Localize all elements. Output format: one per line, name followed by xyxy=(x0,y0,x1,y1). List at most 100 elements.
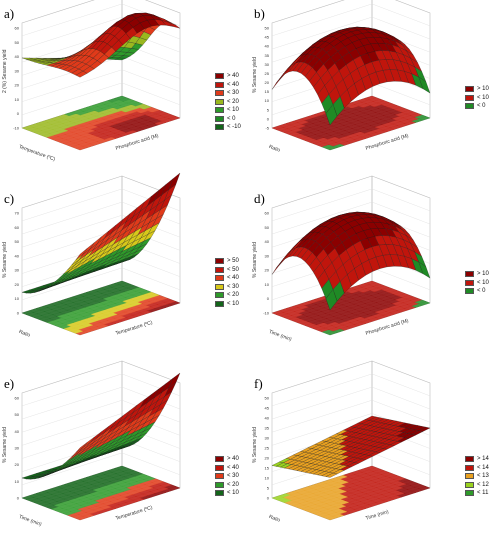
legend-label: < 10 xyxy=(227,300,239,309)
legend-swatch xyxy=(215,73,224,79)
legend-label: > 40 xyxy=(227,72,239,81)
z-tick-label: 25 xyxy=(265,71,270,76)
z-tick-label: 35 xyxy=(265,53,270,58)
legend-entry: > 40 xyxy=(215,72,241,81)
legend-swatch xyxy=(465,288,474,294)
legend-entry: < 50 xyxy=(215,266,239,275)
legend-label: > 10 xyxy=(477,270,489,279)
legend-label: > 10 xyxy=(477,85,489,94)
z-tick-label: 50 xyxy=(265,225,270,230)
z-tick-label: 10 xyxy=(15,479,20,484)
legend-swatch xyxy=(215,258,224,264)
legend-label: < 12 xyxy=(477,481,489,490)
z-tick-label: 50 xyxy=(15,40,20,45)
z-tick-label: 5 xyxy=(267,486,270,491)
z-tick-label: 60 xyxy=(15,396,20,401)
legend-swatch xyxy=(465,86,474,92)
legend-entry: > 10 xyxy=(465,270,489,279)
grid-line xyxy=(272,374,430,406)
z-tick-label: 40 xyxy=(265,239,270,244)
legend: > 50< 50< 40< 30< 20< 10 xyxy=(215,257,239,308)
legend-entry: < 20 xyxy=(215,291,239,300)
z-tick-label: 50 xyxy=(265,396,270,401)
legend-label: > 14 xyxy=(477,455,489,464)
z-tick-label: 50 xyxy=(15,239,20,244)
z-tick-label: 15 xyxy=(265,466,270,471)
legend-label: < 40 xyxy=(227,81,239,90)
legend-entry: < 40 xyxy=(215,81,241,90)
z-tick-label: 30 xyxy=(15,446,20,451)
legend: > 10< 10< 0 xyxy=(465,270,489,296)
legend-swatch xyxy=(215,90,224,96)
z-tick-label: 20 xyxy=(15,282,20,287)
z-tick-label: 10 xyxy=(15,97,20,102)
legend-swatch xyxy=(215,82,224,88)
z-tick-label: 40 xyxy=(15,253,20,258)
legend-label: < 30 xyxy=(227,283,239,292)
z-tick-label: 0 xyxy=(267,496,270,501)
legend-label: < 10 xyxy=(477,94,489,103)
legend-swatch xyxy=(215,116,224,122)
legend-swatch xyxy=(465,103,474,109)
z-tick-label: 30 xyxy=(265,253,270,258)
legend-swatch xyxy=(215,284,224,290)
z-tick-label: 0 xyxy=(17,111,20,116)
z-axis-title: 2 (%) Sesame yield xyxy=(2,50,8,93)
z-tick-label: 10 xyxy=(265,476,270,481)
legend-label: < 10 xyxy=(227,106,239,115)
z-tick-label: 40 xyxy=(15,429,20,434)
legend-entry: < 20 xyxy=(215,98,241,107)
z-tick-label: 35 xyxy=(265,426,270,431)
legend-label: < 30 xyxy=(227,89,239,98)
z-axis-title: % Sesame yield xyxy=(2,242,8,278)
legend-entry: < 14 xyxy=(465,464,489,473)
legend-label: < 20 xyxy=(227,481,239,490)
legend: > 40< 40< 30< 20< 10 xyxy=(215,455,239,498)
legend-entry: < 30 xyxy=(215,472,239,481)
z-tick-label: 20 xyxy=(15,462,20,467)
legend-swatch xyxy=(465,473,474,479)
z-tick-label: 10 xyxy=(15,296,20,301)
legend-entry: > 14 xyxy=(465,455,489,464)
z-tick-label: 60 xyxy=(15,225,20,230)
legend-entry: < 10 xyxy=(215,106,241,115)
z-axis-title: % Sesame yield xyxy=(2,427,8,463)
z-tick-label: 40 xyxy=(265,44,270,49)
z-tick-label: 50 xyxy=(265,26,270,31)
z-tick-label: 10 xyxy=(265,282,270,287)
legend-entry: < 40 xyxy=(215,464,239,473)
z-tick-label: 50 xyxy=(15,412,20,417)
legend-swatch xyxy=(215,267,224,273)
z-axis-title: % Sesame yield xyxy=(252,242,258,278)
legend-label: < 13 xyxy=(477,472,489,481)
z-tick-label: 70 xyxy=(15,211,20,216)
legend-label: < 11 xyxy=(477,489,488,498)
legend-swatch xyxy=(215,456,224,462)
z-tick-label: 20 xyxy=(265,456,270,461)
z-tick-label: 0 xyxy=(17,496,20,501)
legend-label: < 10 xyxy=(227,489,239,498)
legend-entry: < 0 xyxy=(465,102,489,111)
legend-label: < 20 xyxy=(227,98,239,107)
grid-line xyxy=(22,70,180,102)
legend-swatch xyxy=(215,473,224,479)
legend-entry: < 40 xyxy=(215,274,239,283)
z-tick-label: -10 xyxy=(263,311,270,316)
legend-swatch xyxy=(215,482,224,488)
z-tick-label: 30 xyxy=(15,68,20,73)
z-tick-label: 0 xyxy=(267,296,270,301)
legend-label: < 20 xyxy=(227,291,239,300)
legend-entry: < 30 xyxy=(215,89,241,98)
legend-entry: < 10 xyxy=(215,300,239,309)
legend-label: < 0 xyxy=(477,287,486,296)
z-tick-label: 30 xyxy=(15,268,20,273)
legend-swatch xyxy=(465,482,474,488)
